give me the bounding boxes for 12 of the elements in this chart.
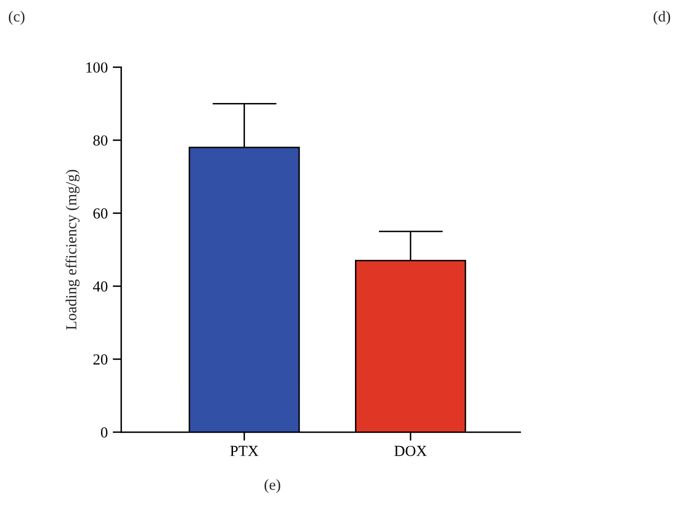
text: (e): [264, 479, 280, 494]
y-tick-label: 0: [100, 427, 108, 438]
y-tick-label: 20: [93, 354, 108, 365]
y-tick-label: 60: [93, 208, 108, 219]
x-tick-label: PTX: [230, 446, 258, 456]
text: (c): [8, 10, 24, 25]
y-tick-label: 40: [93, 281, 108, 292]
y-tick-label: 100: [86, 62, 108, 73]
text: (d): [654, 10, 670, 25]
x-tick-label: DOX: [394, 446, 427, 456]
y-tick-label: 80: [93, 135, 108, 146]
y-axis-title: Loading efficiency (mg/g): [66, 170, 80, 330]
